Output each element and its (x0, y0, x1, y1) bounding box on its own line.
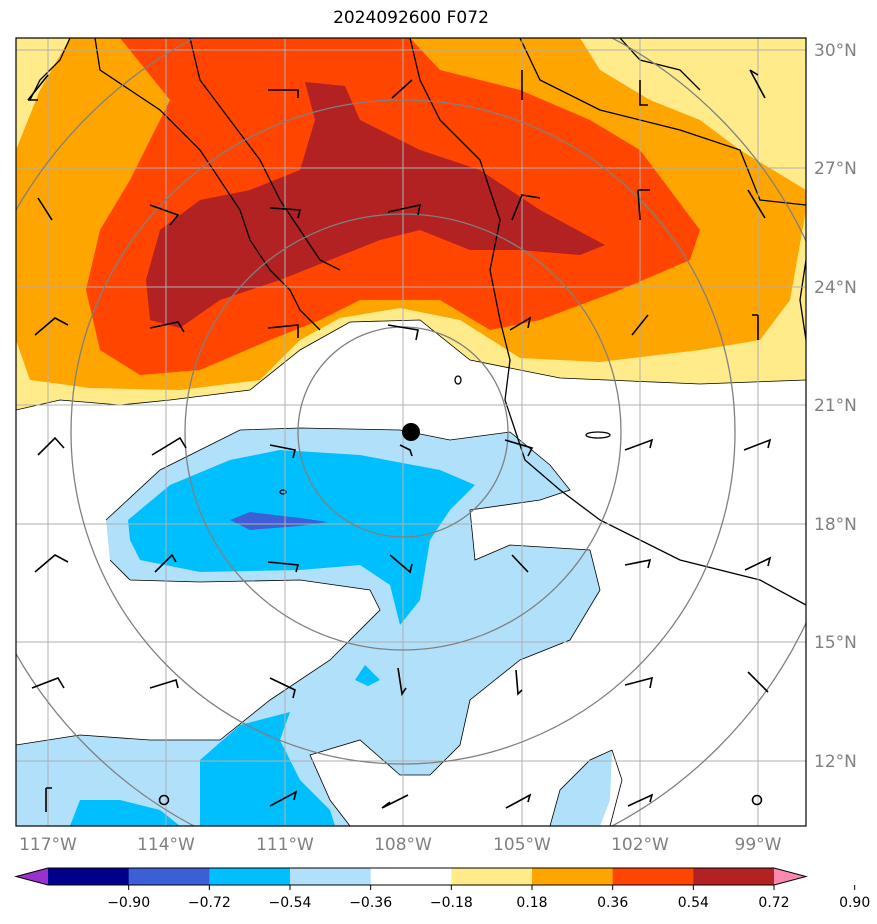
colorbar-segment (48, 868, 130, 885)
gulf-coast-east (519, 38, 806, 206)
lat-label: 21°N (814, 396, 857, 416)
range-rings (16, 38, 806, 826)
graticule (16, 38, 806, 826)
colorbar-tick-label: −0.90 (107, 895, 150, 911)
colorbar: −0.90 −0.72 −0.54 −0.36 −0.18 0.18 0.36 0.54 0.7… (14, 867, 870, 911)
colorbar-segment (128, 868, 210, 885)
lon-label: 117°W (19, 835, 77, 855)
lat-label: 24°N (814, 278, 857, 298)
contour-neg-0.36-0.54c (70, 800, 180, 826)
colorbar-segment (370, 868, 452, 885)
colorbar-tick-label: 0.54 (678, 895, 709, 911)
colorbar-tick-label: 0.36 (597, 895, 628, 911)
colorbar-outline (14, 867, 808, 886)
colorbar-segment (532, 868, 614, 885)
wind-barbs (27, 69, 772, 812)
lat-label: 30°N (814, 41, 857, 61)
colorbar-low-extension (16, 868, 48, 885)
lon-label: 114°W (137, 835, 195, 855)
island (585, 431, 611, 439)
colorbar-tick-label: 0.18 (516, 895, 547, 911)
lon-label: 111°W (256, 835, 314, 855)
storm-center-marker (402, 423, 420, 441)
lat-label: 12°N (814, 752, 857, 772)
contour-neg-0.54-0.72 (230, 512, 328, 530)
colorbar-tick-label: 0.90 (839, 895, 870, 911)
coastlines (29, 38, 806, 606)
gulf-of-mexico-coast (799, 259, 806, 341)
colorbar-segment (451, 868, 533, 885)
latitude-labels: 30°N 27°N 24°N 21°N 18°N 15°N 12°N (814, 41, 857, 772)
contour-lines (16, 319, 806, 826)
lon-label: 99°W (735, 835, 782, 855)
map-frame (15, 37, 807, 827)
colorbar-segment (209, 868, 291, 885)
lon-label: 108°W (374, 835, 432, 855)
lat-label: 18°N (814, 515, 857, 535)
colorbar-tick-label: −0.54 (269, 895, 312, 911)
contour-neg-0.18-0.36b (550, 750, 612, 826)
colorbar-tick-label: −0.72 (188, 895, 231, 911)
contour-neg-0.36-0.54d (355, 665, 380, 686)
colorbar-tick-label: 0.72 (758, 895, 789, 911)
baja-california-coast (94, 38, 321, 331)
us-coast (619, 38, 701, 91)
contour-neg-0.36-0.54b (200, 712, 335, 826)
map-title: 2024092600 F072 (333, 8, 489, 28)
lon-label: 105°W (493, 835, 551, 855)
island (454, 375, 462, 385)
colorbar-tick-label: −0.36 (349, 895, 392, 911)
island (279, 489, 287, 495)
colorbar-segment (290, 868, 372, 885)
lon-label: 102°W (611, 835, 669, 855)
longitude-labels: 117°W 114°W 111°W 108°W 105°W 102°W 99°W (19, 835, 782, 855)
gulf-coast-west (189, 38, 341, 271)
colorbar-high-extension (774, 868, 806, 885)
lat-label: 15°N (814, 633, 857, 653)
colorbar-segment (693, 868, 775, 885)
lat-label: 27°N (814, 159, 857, 179)
colorbar-segment (612, 868, 694, 885)
colorbar-tick-label: −0.18 (430, 895, 473, 911)
contour-neg-0.36-0.54 (128, 450, 475, 625)
